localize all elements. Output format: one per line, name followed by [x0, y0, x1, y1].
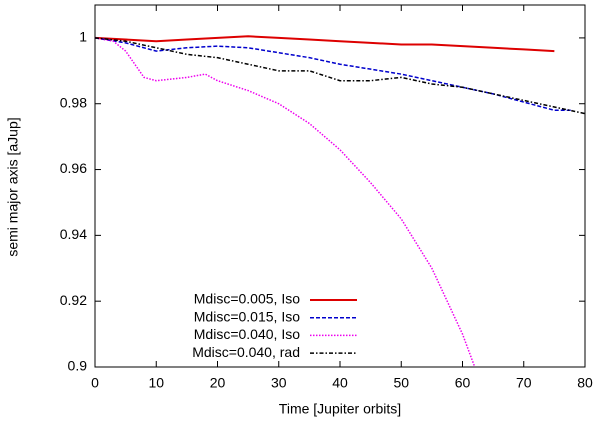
legend-label: Mdisc=0.015, Iso [194, 308, 300, 324]
y-tick-label: 0.92 [60, 292, 87, 308]
x-tick-label: 50 [393, 375, 409, 391]
x-tick-label: 30 [271, 375, 287, 391]
x-tick-label: 10 [148, 375, 164, 391]
x-tick-label: 20 [210, 375, 226, 391]
line-series [95, 37, 476, 367]
line-series [95, 37, 585, 115]
x-axis-label: Time [Jupiter orbits] [279, 401, 401, 417]
x-tick-label: 70 [516, 375, 532, 391]
y-axis-label: semi major axis [aJup] [5, 117, 21, 256]
y-tick-label: 0.94 [60, 226, 87, 242]
legend-label: Mdisc=0.040, rad [192, 344, 300, 360]
y-tick-label: 0.9 [68, 358, 88, 374]
legend-label: Mdisc=0.005, Iso [194, 291, 300, 307]
y-tick-label: 0.96 [60, 160, 87, 176]
x-tick-label: 80 [577, 375, 593, 391]
y-tick-label: 1 [79, 29, 87, 45]
y-tick-label: 0.98 [60, 94, 87, 110]
x-tick-label: 40 [332, 375, 348, 391]
line-series [95, 35, 555, 53]
x-tick-label: 60 [455, 375, 471, 391]
x-tick-label: 0 [91, 375, 99, 391]
plot-frame [94, 4, 586, 368]
legend-label: Mdisc=0.040, Iso [194, 326, 300, 342]
